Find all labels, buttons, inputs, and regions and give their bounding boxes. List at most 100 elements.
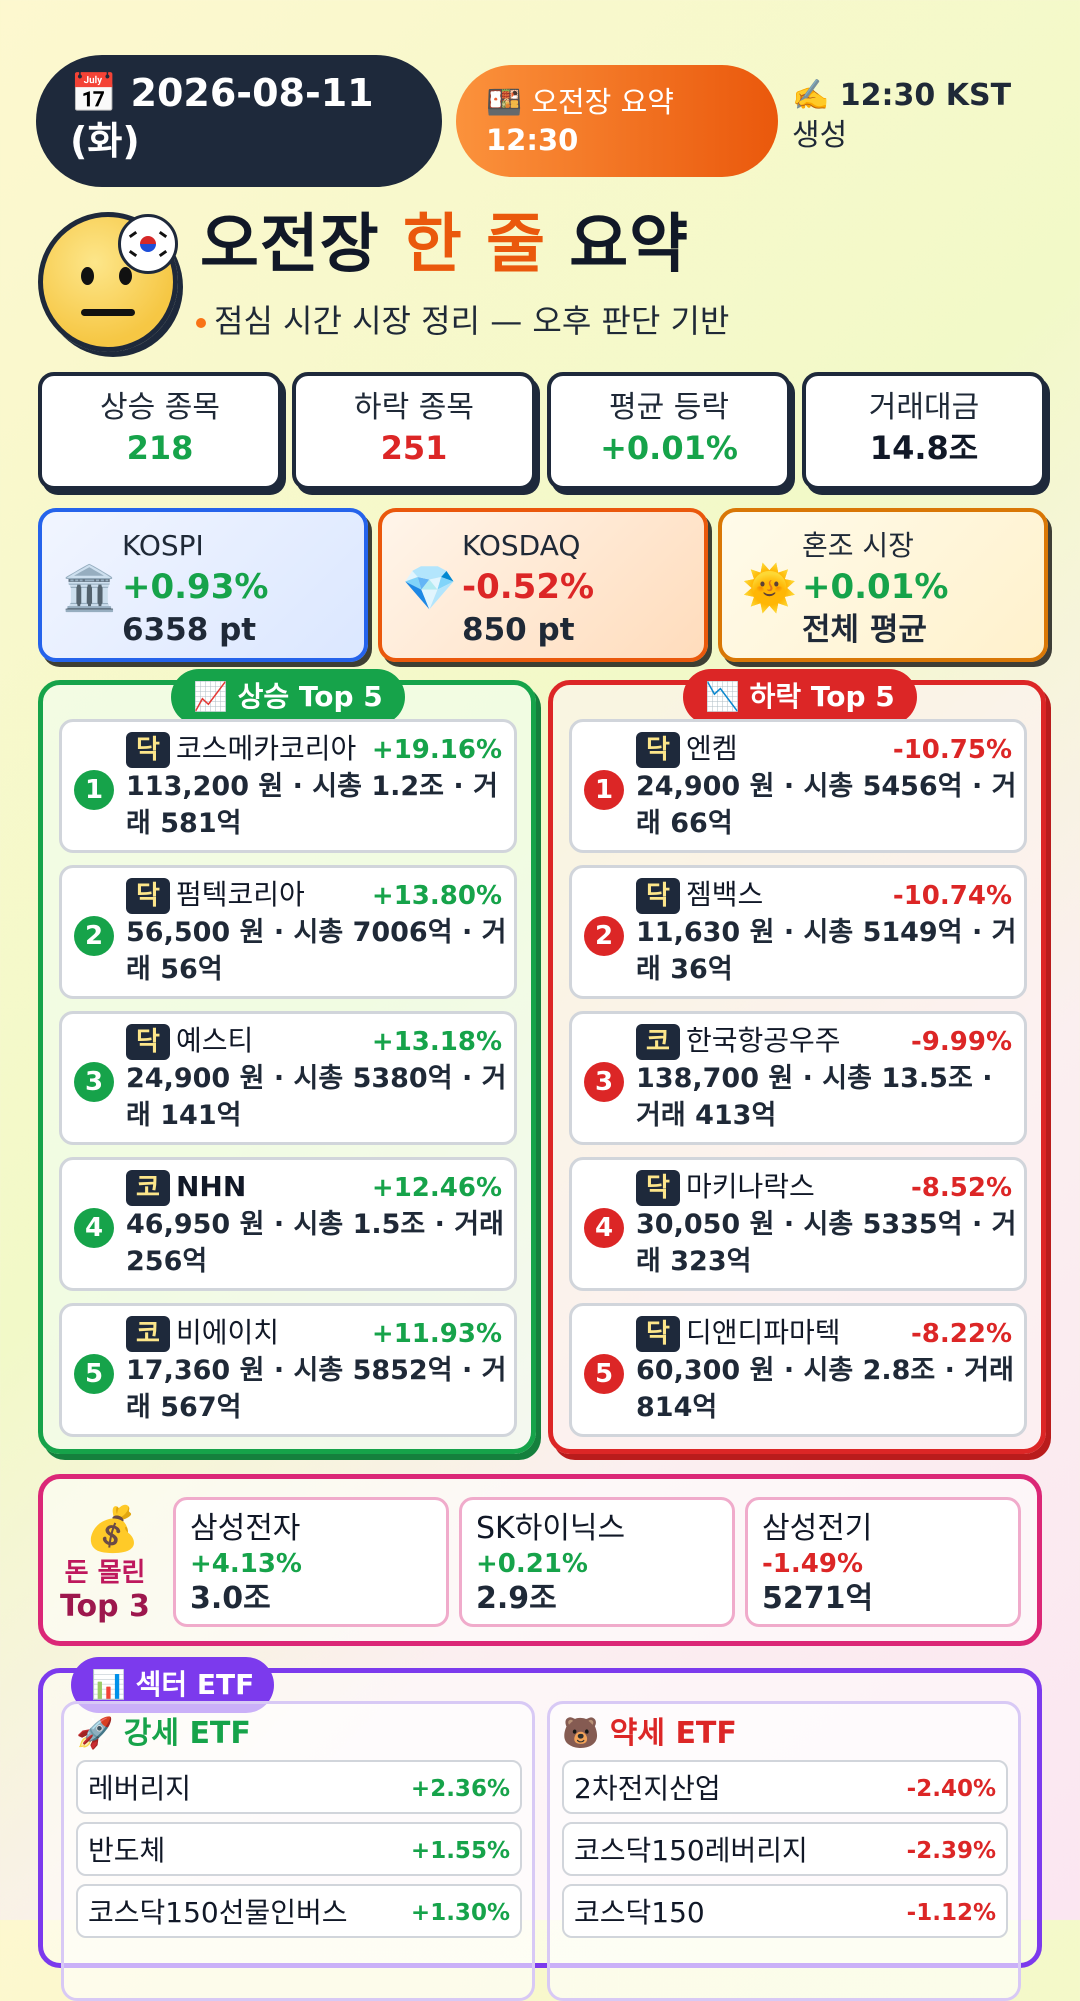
list-item[interactable]: 코스닥150레버리지 -2.39% [562,1822,1008,1876]
money-bag-icon: 💰 [85,1505,140,1555]
stat-value: 14.8조 [806,428,1042,468]
market-tag: 닥 [636,878,680,914]
money-stock-name: 삼성전자 [190,1510,432,1548]
stat-label: 하락 종목 [296,388,532,428]
list-item[interactable]: 코스닥150선물인버스 +1.30% [76,1884,522,1938]
stat-advancers: 상승 종목 218 [38,372,282,490]
stock-name: 코스메카코리아 [176,730,356,768]
stock-info: 46,950 원 · 시총 1.5조 · 거래 256억 [126,1206,510,1280]
losers-title: 📉 하락 Top 5 [683,669,917,725]
list-item[interactable]: 5 닥 디앤디파마텍 -8.22% 60,300 원 · 시총 2.8조 · 거… [569,1303,1027,1437]
list-item[interactable]: 3 닥 예스티 +13.18% 24,900 원 · 시총 5380억 · 거래… [59,1011,517,1145]
etf-change: +2.36% [411,1762,510,1816]
list-item[interactable]: 반도체 +1.55% [76,1822,522,1876]
list-item[interactable]: 5 코 비에이치 +11.93% 17,360 원 · 시총 5852억 · 거… [59,1303,517,1437]
rank-badge: 5 [74,1354,114,1394]
stock-name: 펌텍코리아 [176,876,305,914]
money-flow-label-2: Top 3 [53,1589,157,1625]
market-tag: 닥 [126,732,170,768]
generated-time: ✍️ 12:30 KST [792,76,1072,116]
index-card-kosdaq: 💎 KOSDAQ -0.52% 850 pt [378,508,708,662]
stat-label: 거래대금 [806,388,1042,428]
market-tag: 닥 [636,1170,680,1206]
list-item[interactable]: 코스닥150 -1.12% [562,1884,1008,1938]
stat-decliners: 하락 종목 251 [292,372,536,490]
market-tag: 닥 [636,732,680,768]
money-card[interactable]: 삼성전기 -1.49% 5271억 [745,1497,1021,1627]
generated-label: 생성 [792,116,1072,156]
list-item[interactable]: 2 닥 젬백스 -10.74% 11,630 원 · 시총 5149억 · 거래… [569,865,1027,999]
stock-name: 마키나락스 [686,1168,815,1206]
money-flow-label: 돈 몰린 Top 3 [53,1557,157,1625]
index-change: +0.93% [122,566,268,608]
list-item[interactable]: 1 닥 엔켐 -10.75% 24,900 원 · 시총 5456억 · 거래 … [569,719,1027,853]
market-tag: 닥 [636,1316,680,1352]
money-card[interactable]: 삼성전자 +4.13% 3.0조 [173,1497,449,1627]
etf-change: +1.30% [411,1886,510,1940]
market-tag: 코 [126,1170,170,1206]
index-points: 전체 평균 [802,610,927,650]
stock-change: -10.74% [893,878,1012,914]
market-tag: 닥 [126,1024,170,1060]
gainers-panel: 📈 상승 Top 5 1 닥 코스메카코리아 +19.16% 113,200 원… [38,680,536,1454]
list-item[interactable]: 1 닥 코스메카코리아 +19.16% 113,200 원 · 시총 1.2조 … [59,719,517,853]
stock-change: -8.52% [911,1170,1012,1206]
gem-icon: 💎 [402,562,457,616]
index-change: +0.01% [802,566,948,608]
index-change: -0.52% [462,566,594,608]
etf-name: 레버리지 [88,1762,191,1816]
rank-badge: 3 [74,1062,114,1102]
stock-name: 엔켐 [686,730,738,768]
stock-change: -9.99% [911,1024,1012,1060]
etf-change: -1.12% [907,1886,996,1940]
index-points: 850 pt [462,610,575,650]
index-name: KOSPI [122,528,204,564]
money-card[interactable]: SK하이닉스 +0.21% 2.9조 [459,1497,735,1627]
rank-badge: 5 [584,1354,624,1394]
rank-badge: 4 [584,1208,624,1248]
session-label: 🍱 오전장 요약 [486,83,748,121]
stock-info: 24,900 원 · 시총 5456억 · 거래 66억 [636,768,1020,842]
money-stock-amount: 3.0조 [190,1580,432,1618]
losers-panel: 📉 하락 Top 5 1 닥 엔켐 -10.75% 24,900 원 · 시총 … [548,680,1046,1454]
stock-name: 디앤디파마텍 [686,1314,841,1352]
title-highlight: 한 줄 [403,208,546,282]
stock-change: -8.22% [911,1316,1012,1352]
stock-info: 24,900 원 · 시총 5380억 · 거래 141억 [126,1060,510,1134]
etf-name: 코스닥150 [574,1886,705,1940]
stock-name: 젬백스 [686,876,763,914]
list-item[interactable]: 4 닥 마키나락스 -8.52% 30,050 원 · 시총 5335억 · 거… [569,1157,1027,1291]
sector-etf-panel: 📊 섹터 ETF 🚀 강세 ETF 레버리지 +2.36% 반도체 +1.55%… [38,1668,1042,1968]
market-tag: 코 [636,1024,680,1060]
etf-change: +1.55% [411,1824,510,1878]
list-item[interactable]: 레버리지 +2.36% [76,1760,522,1814]
stock-name: 비에이치 [176,1314,279,1352]
list-item[interactable]: 4 코 NHN +12.46% 46,950 원 · 시총 1.5조 · 거래 … [59,1157,517,1291]
stock-change: +13.18% [372,1024,502,1060]
generated-info: ✍️ 12:30 KST 생성 [792,76,1072,156]
stock-change: -10.75% [893,732,1012,768]
stat-label: 상승 종목 [42,388,278,428]
rank-badge: 4 [74,1208,114,1248]
rank-badge: 2 [584,916,624,956]
list-item[interactable]: 2차전지산업 -2.40% [562,1760,1008,1814]
stock-name: 예스티 [176,1022,253,1060]
list-item[interactable]: 3 코 한국항공우주 -9.99% 138,700 원 · 시총 13.5조 ·… [569,1011,1027,1145]
stat-value: +0.01% [551,428,787,468]
money-stock-change: +4.13% [190,1548,432,1580]
etf-name: 코스닥150선물인버스 [88,1886,348,1940]
list-item[interactable]: 2 닥 펌텍코리아 +13.80% 56,500 원 · 시총 7006억 · … [59,865,517,999]
stock-change: +13.80% [372,878,502,914]
gainers-title: 📈 상승 Top 5 [171,669,405,725]
bank-icon: 🏛️ [62,562,117,616]
market-tag: 닥 [126,878,170,914]
date-pill: 📅 2026-08-11 (화) [36,55,442,187]
money-stock-amount: 2.9조 [476,1580,718,1618]
sun-icon: 🌞 [742,562,797,616]
stat-value: 218 [42,428,278,468]
index-name: 혼조 시장 [802,528,914,564]
stock-info: 17,360 원 · 시총 5852억 · 거래 567억 [126,1352,510,1426]
money-flow-label-1: 돈 몰린 [53,1557,157,1589]
market-tag: 코 [126,1316,170,1352]
rank-badge: 1 [584,770,624,810]
